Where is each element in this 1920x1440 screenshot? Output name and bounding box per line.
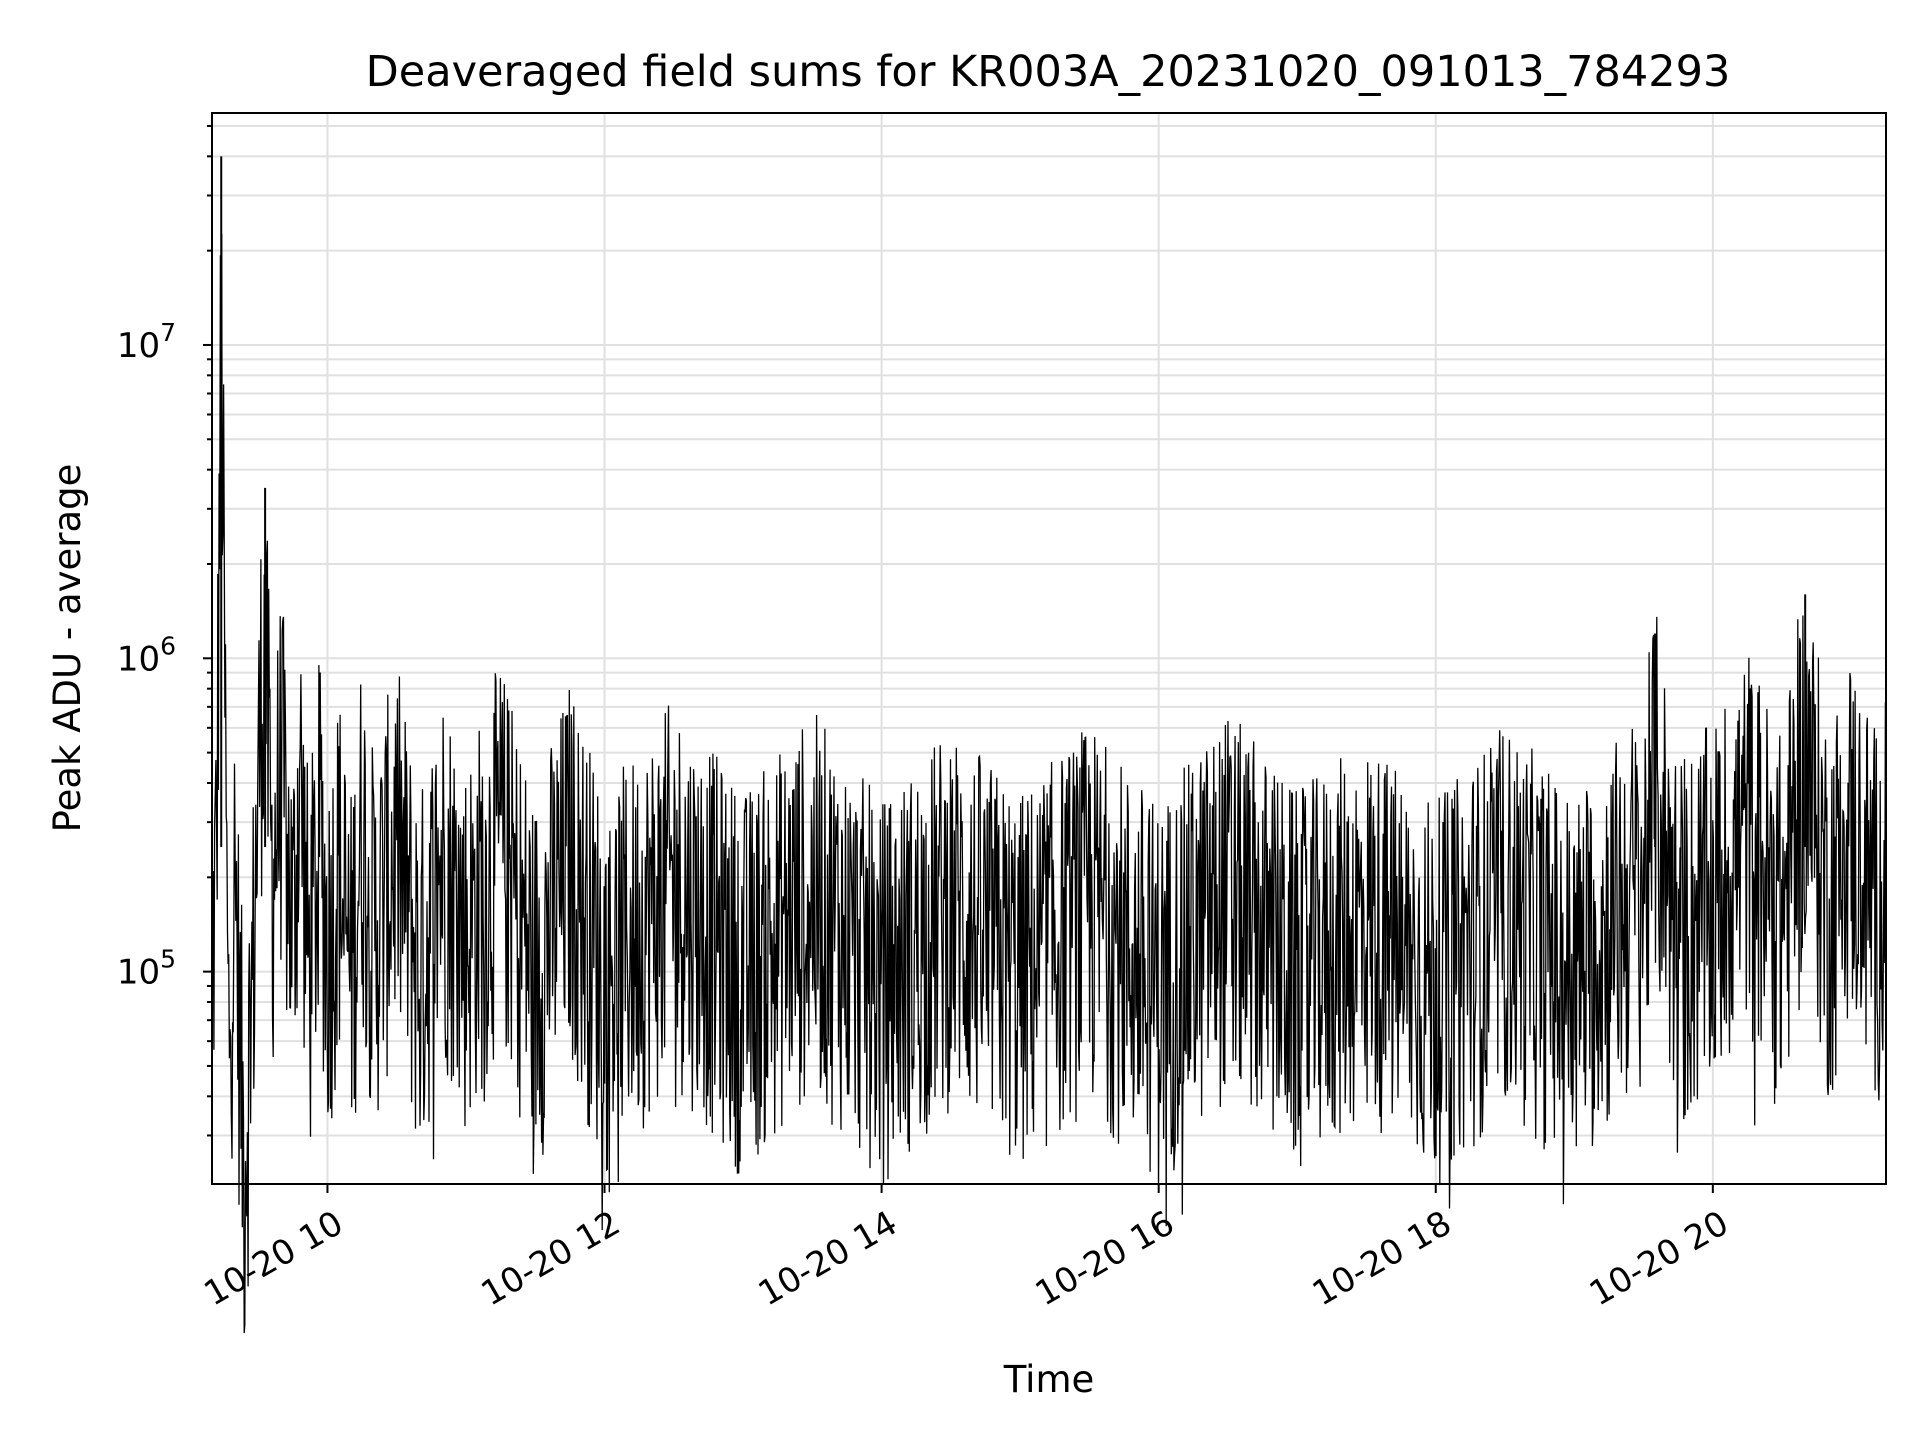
y-axis: 105 106 107 (117, 124, 212, 1137)
y-tick-label: 105 (117, 945, 176, 993)
grid (212, 113, 1886, 1184)
chart-title: Deaveraged field sums for KR003A_2023102… (366, 47, 1731, 97)
plot-frame (211, 112, 1887, 1185)
series-line (211, 233, 1887, 1334)
y-axis-label: Peak ADU - average (46, 464, 89, 833)
x-axis-label: Time (1003, 1358, 1095, 1401)
y-tick-label: 107 (117, 318, 176, 366)
series-time-series (211, 156, 1887, 1334)
y-tick-label: 106 (117, 631, 176, 679)
